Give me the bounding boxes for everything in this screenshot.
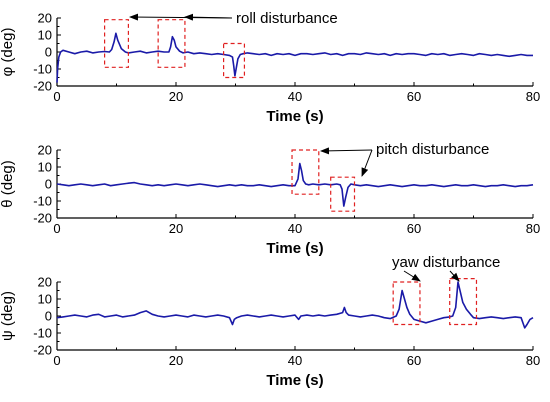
y-tick-label: -10: [33, 326, 52, 341]
highlight-box: [330, 176, 356, 212]
highlight-box: [103, 19, 129, 68]
x-tick-label: 40: [288, 89, 302, 104]
x-axis-label: Time (s): [266, 108, 323, 125]
annotation-arrow: [320, 147, 373, 155]
y-axis-label: φ (deg): [0, 28, 16, 77]
y-tick-label: -10: [33, 194, 52, 209]
x-tick-label: 60: [407, 89, 421, 104]
y-tick-label: -20: [33, 343, 52, 358]
annotation-arrow: [184, 13, 233, 21]
highlight-box: [223, 42, 246, 79]
highlight-box: [157, 19, 186, 68]
y-tick-label: 10: [38, 160, 52, 175]
series-line: [56, 281, 534, 329]
highlight-box: [291, 149, 320, 195]
annotation-label: yaw disturbance: [392, 254, 500, 271]
x-tick-label: 40: [288, 221, 302, 236]
x-tick-label: 80: [526, 353, 540, 368]
y-tick-label: 0: [45, 45, 52, 60]
y-axis-label: θ (deg): [0, 160, 16, 208]
y-tick-label: -20: [33, 211, 52, 226]
highlight-box: [449, 278, 478, 326]
y-tick-label: 0: [45, 177, 52, 192]
x-tick-label: 80: [526, 89, 540, 104]
x-tick-label: 0: [53, 221, 60, 236]
highlight-box: [392, 281, 421, 326]
x-tick-label: 20: [169, 221, 183, 236]
x-tick-label: 60: [407, 353, 421, 368]
annotation-label: pitch disturbance: [376, 141, 489, 158]
y-tick-label: 20: [38, 11, 52, 26]
y-tick-label: 0: [45, 309, 52, 324]
x-tick-label: 0: [53, 89, 60, 104]
x-tick-label: 0: [53, 353, 60, 368]
annotation-arrow: [403, 270, 421, 282]
annotation-label: roll disturbance: [236, 10, 338, 27]
x-tick-label: 40: [288, 353, 302, 368]
x-axis-label: Time (s): [266, 372, 323, 389]
y-tick-label: 20: [38, 275, 52, 290]
y-tick-label: -20: [33, 79, 52, 94]
series-line: [56, 162, 534, 207]
y-tick-label: 10: [38, 28, 52, 43]
x-tick-label: 80: [526, 221, 540, 236]
x-tick-label: 20: [169, 353, 183, 368]
y-tick-label: 20: [38, 143, 52, 158]
series-line: [56, 32, 533, 83]
x-tick-label: 60: [407, 221, 421, 236]
y-tick-label: -10: [33, 62, 52, 77]
annotation-arrow: [361, 149, 373, 177]
x-axis-label: Time (s): [266, 240, 323, 257]
annotation-arrow: [449, 270, 460, 282]
y-axis-label: ψ (deg): [0, 291, 16, 341]
x-tick-label: 20: [169, 89, 183, 104]
y-tick-label: 10: [38, 292, 52, 307]
